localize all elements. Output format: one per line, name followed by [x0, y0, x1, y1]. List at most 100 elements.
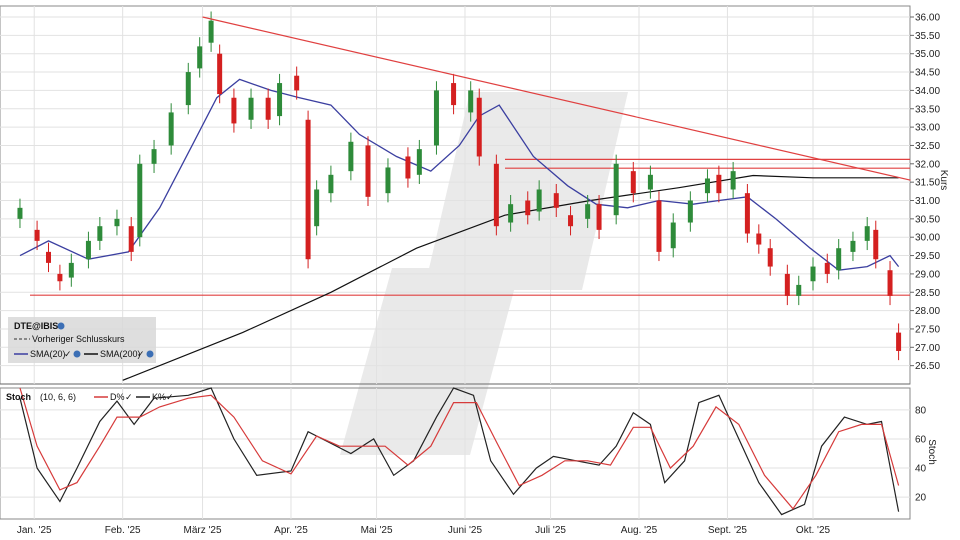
check-icon[interactable]: ✓ [125, 392, 133, 402]
y-tick-label: 35.00 [915, 49, 940, 60]
stoch-lines [19, 387, 900, 516]
stoch-title: Stoch [6, 392, 31, 402]
y-tick-label: 31.50 [915, 178, 940, 189]
candle-body [744, 193, 750, 234]
info-icon[interactable] [57, 322, 65, 330]
candle-body [493, 163, 499, 227]
candle-body [647, 174, 653, 190]
y-tick-label: 30.50 [915, 214, 940, 225]
y-tick-label: 34.50 [915, 68, 940, 79]
y-tick-label: 28.00 [915, 306, 940, 317]
price-y-ticks: 36.00 35.50 35.00 34.50 34.00 33.50 33.00 32.50… [910, 13, 940, 372]
stoch-tick-label: 40 [915, 464, 927, 475]
candle-body [756, 233, 762, 245]
candle-body [850, 240, 856, 252]
candlesticks [17, 11, 902, 361]
candle-body [68, 262, 74, 278]
x-tick-label: Juli '25 [535, 525, 566, 536]
y-tick-label: 31.00 [915, 196, 940, 207]
candle-body [168, 112, 174, 146]
candle-body [451, 83, 457, 106]
candle-body [208, 20, 214, 43]
candle-body [45, 251, 51, 263]
stoch-legend: Stoch (10, 6, 6) D% ✓ K% ✓ [6, 392, 174, 402]
stoch-D-line [19, 387, 900, 510]
candle-body [57, 273, 63, 282]
check-icon[interactable]: ✓ [137, 349, 145, 359]
candle-body [613, 163, 619, 216]
candle-body [151, 149, 157, 164]
y-tick-label: 36.00 [915, 13, 940, 24]
y-tick-label: 29.00 [915, 269, 940, 280]
legend-symbol: DTE@IBIS [14, 321, 58, 331]
candle-body [508, 204, 514, 223]
x-tick-label: März '25 [184, 525, 222, 536]
y-tick-label: 28.50 [915, 288, 940, 299]
candle-body [385, 167, 391, 194]
candle-body [85, 240, 91, 260]
legend-sma200: SMA(200) [100, 349, 141, 359]
candle-body [476, 97, 482, 157]
candle-body [128, 226, 134, 252]
stoch-axis-title: Stoch [926, 439, 937, 465]
candle-body [873, 229, 879, 260]
stoch-K-line [19, 387, 900, 516]
candle-body [568, 215, 574, 227]
candle-body [887, 270, 893, 296]
y-tick-label: 27.00 [915, 343, 940, 354]
y-tick-label: 29.50 [915, 251, 940, 262]
info-icon[interactable] [73, 350, 81, 358]
candle-body [294, 75, 300, 91]
candle-body [305, 119, 311, 260]
candle-body [185, 72, 191, 106]
candle-body [836, 248, 842, 271]
x-tick-label: Juni '25 [448, 525, 483, 536]
candle-body [97, 226, 103, 241]
candle-body [114, 218, 120, 227]
candle-body [896, 332, 902, 351]
check-icon[interactable]: ✓ [166, 392, 174, 402]
y-tick-label: 33.00 [915, 123, 940, 134]
candle-body [716, 174, 722, 194]
stoch-params: (10, 6, 6) [40, 392, 76, 402]
stoch-y-ticks: 80 60 40 20 [915, 405, 927, 503]
candle-body [810, 266, 816, 282]
stoch-grid [0, 388, 910, 519]
trendline-segment [202, 16, 911, 181]
legend-prev-close: Vorheriger Schlusskurs [32, 334, 125, 344]
candle-body [277, 83, 283, 117]
stoch-k-label: K% [152, 392, 166, 402]
candle-body [630, 171, 636, 194]
stoch-tick-label: 80 [915, 405, 927, 416]
x-tick-label: Sept. '25 [708, 525, 748, 536]
x-tick-label: Mai '25 [361, 525, 393, 536]
candle-body [704, 178, 710, 194]
candle-body [34, 229, 40, 241]
y-tick-label: 34.00 [915, 86, 940, 97]
candle-body [197, 46, 203, 69]
x-tick-label: Okt. '25 [796, 525, 831, 536]
candle-body [248, 97, 254, 120]
x-tick-label: Feb. '25 [105, 525, 141, 536]
candle-body [416, 149, 422, 175]
check-icon[interactable]: ✓ [64, 349, 72, 359]
y-tick-label: 27.50 [915, 324, 940, 335]
y-tick-label: 26.50 [915, 361, 940, 372]
info-icon[interactable] [146, 350, 154, 358]
candle-body [730, 171, 736, 190]
y-tick-label: 35.50 [915, 31, 940, 42]
x-axis-months: Jan. '25 Feb. '25 März '25 Apr. '25 Mai '25 J… [17, 525, 831, 536]
candle-body [670, 222, 676, 249]
x-tick-label: Aug. '25 [621, 525, 658, 536]
candle-body [824, 262, 830, 274]
candle-body [365, 145, 371, 197]
stoch-d-label: D% [110, 392, 125, 402]
candle-body [328, 174, 334, 194]
candle-body [784, 273, 790, 296]
candle-body [265, 97, 271, 120]
y-tick-label: 32.00 [915, 159, 940, 170]
candle-body [553, 193, 559, 208]
candle-body [314, 189, 320, 227]
candle-body [864, 226, 870, 241]
